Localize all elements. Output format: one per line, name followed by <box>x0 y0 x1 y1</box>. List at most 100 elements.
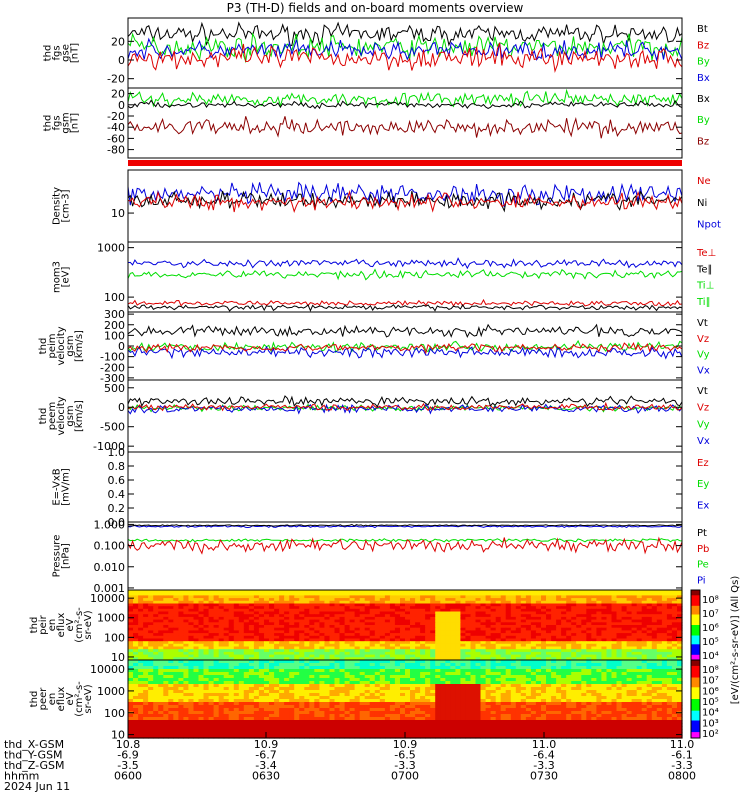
heatmap-cell <box>641 708 648 712</box>
colorbar-swatch <box>691 623 700 626</box>
heatmap-cell <box>566 606 572 610</box>
heatmap-cell <box>299 687 305 691</box>
heatmap-cell <box>651 619 658 623</box>
heatmap-cell <box>279 687 285 691</box>
heatmap-cell <box>188 702 194 706</box>
heatmap-cell <box>566 675 572 679</box>
heatmap-cell <box>485 690 492 694</box>
heatmap-cell <box>601 672 607 676</box>
heatmap-cell <box>128 651 134 656</box>
heatmap-cell <box>394 608 401 613</box>
heatmap-cell <box>329 649 336 653</box>
heatmap-cell <box>158 684 164 688</box>
heatmap-cell <box>500 598 507 602</box>
heatmap-cell <box>591 595 597 599</box>
heatmap-cell <box>470 625 477 629</box>
heatmap-cell <box>364 702 371 706</box>
heatmap-cell <box>566 651 572 656</box>
heatmap-cell <box>269 708 275 712</box>
heatmap-cell <box>470 606 477 610</box>
heatmap-cell <box>586 641 592 645</box>
heatmap-cell <box>520 666 527 670</box>
heatmap-cell <box>188 708 194 712</box>
heatmap-cell <box>561 657 567 661</box>
colorbar-swatch <box>691 607 700 610</box>
heatmap-cell <box>264 627 270 631</box>
heatmap-cell <box>636 699 643 703</box>
heatmap-cell <box>485 633 492 637</box>
heatmap-cell <box>213 708 220 712</box>
heatmap-cell <box>248 590 255 594</box>
heatmap-cell <box>541 675 547 679</box>
heatmap-cell <box>541 681 547 685</box>
heatmap-cell <box>143 684 149 688</box>
heatmap-cell <box>641 638 648 642</box>
y-axis-label: [nT] <box>70 43 81 63</box>
heatmap-cell <box>213 654 220 658</box>
heatmap-cell <box>571 693 577 697</box>
heatmap-cell <box>289 643 295 648</box>
heatmap-cell <box>329 708 336 712</box>
heatmap-cell <box>420 687 426 691</box>
heatmap-cell <box>566 690 572 694</box>
heatmap-cell <box>440 651 446 656</box>
heatmap-cell <box>616 666 623 670</box>
heatmap-cell <box>238 603 245 607</box>
heatmap-cell <box>535 669 542 673</box>
heatmap-cell <box>440 630 446 634</box>
heatmap-cell <box>208 696 215 700</box>
heatmap-cell <box>671 660 678 664</box>
heatmap-cell <box>495 622 502 626</box>
heatmap-cell <box>183 705 189 709</box>
heatmap-cell <box>163 635 169 640</box>
y-axis-label: fgs <box>52 115 63 130</box>
heatmap-cell <box>269 603 275 607</box>
heatmap-cell <box>334 702 341 706</box>
heatmap-cell <box>515 702 522 706</box>
colorbar-swatch <box>691 626 700 630</box>
heatmap-cell <box>646 675 653 679</box>
heatmap-cell <box>440 614 446 618</box>
heatmap-cell <box>400 675 406 679</box>
heatmap-cell <box>269 627 275 631</box>
heatmap-cell <box>626 651 633 656</box>
heatmap-cell <box>203 672 210 676</box>
heatmap-cell <box>213 603 220 607</box>
heatmap-cell <box>576 622 582 626</box>
heatmap-cell <box>450 641 456 645</box>
heatmap-cell <box>384 654 391 658</box>
heatmap-cell <box>218 590 225 594</box>
heatmap-cell <box>238 622 245 626</box>
heatmap-cell <box>465 669 471 673</box>
heatmap-cell <box>445 678 451 682</box>
heatmap-cell <box>631 627 638 631</box>
heatmap-cell <box>641 675 648 679</box>
heatmap-cell <box>359 611 366 615</box>
heatmap-cell <box>425 633 431 637</box>
heatmap-cell <box>158 651 164 656</box>
heatmap-cell <box>274 614 280 618</box>
heatmap-cell <box>400 654 406 658</box>
heatmap-cell <box>566 649 572 653</box>
heatmap-cell <box>128 675 134 679</box>
panel-frame <box>127 87 683 159</box>
heatmap-cell <box>188 654 194 658</box>
heatmap-cell <box>394 649 401 653</box>
heatmap-cell <box>415 616 421 621</box>
heatmap-cell <box>329 693 336 697</box>
heatmap-cell <box>546 702 552 706</box>
heatmap-cell <box>440 600 446 605</box>
heatmap-cell <box>651 657 658 661</box>
heatmap-cell <box>445 619 451 623</box>
heatmap-cell <box>430 606 436 610</box>
heatmap-cell <box>228 633 235 637</box>
heatmap-cell <box>148 595 154 599</box>
heatmap-cell <box>460 663 466 667</box>
heatmap-cell <box>631 600 638 605</box>
heatmap-cell <box>425 660 431 664</box>
heatmap-cell <box>641 600 648 605</box>
heatmap-cell <box>581 600 587 605</box>
y-axis-label: Pressure <box>52 535 63 578</box>
heatmap-cell <box>314 678 320 682</box>
heatmap-cell <box>243 702 250 706</box>
